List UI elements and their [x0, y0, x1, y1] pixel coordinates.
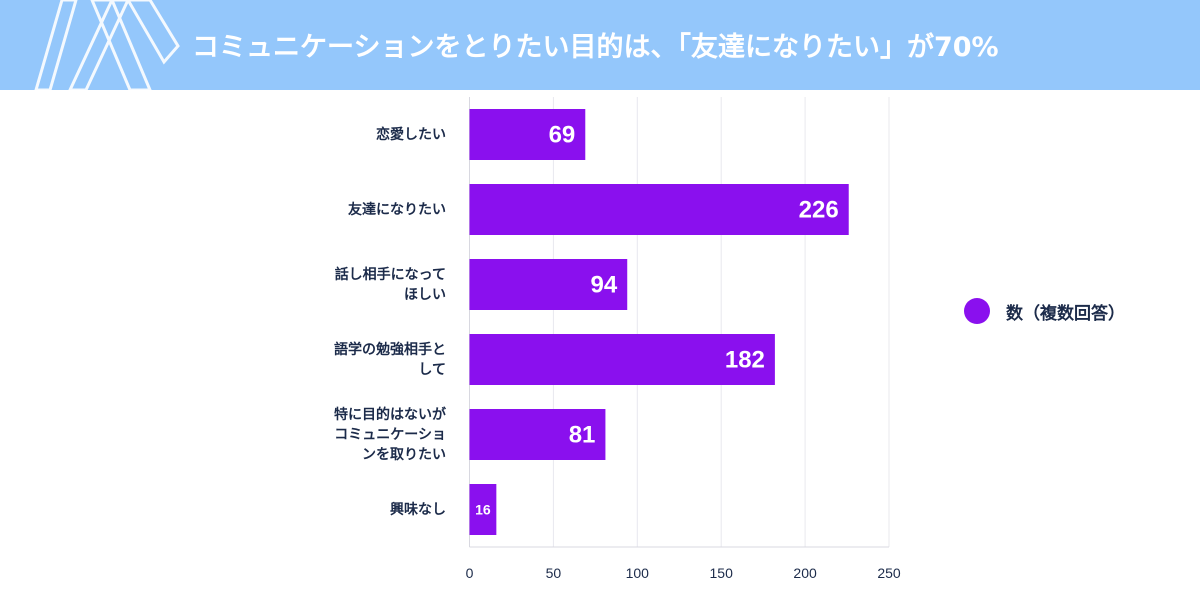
category-label: 話し相手になって ほしい [334, 266, 446, 303]
bar [469, 409, 606, 460]
x-tick-label: 150 [710, 565, 734, 581]
gridlines [469, 97, 890, 548]
category-label: 興味なし [390, 501, 446, 518]
x-tick-label: 200 [793, 565, 817, 581]
legend-marker [964, 298, 990, 324]
bar-value-label: 94 [591, 272, 618, 299]
bar [469, 259, 628, 310]
x-axis-ticks: 0 50 100 150 200 250 [466, 565, 901, 581]
page-title: コミュニケーションをとりたい目的は、「友達になりたい」が70% [192, 32, 999, 63]
bar-value-label: 182 [725, 347, 765, 374]
bar [469, 184, 849, 235]
bar [469, 334, 775, 385]
bar-value-label: 69 [549, 122, 576, 149]
bar [469, 484, 497, 535]
category-label: 語学の勉強相手と して [334, 341, 446, 378]
bar-value-label: 81 [569, 422, 596, 449]
bar-value-label: 16 [475, 502, 491, 518]
category-label: 特に目的はないが コミュニケーショ ンを取りたい [334, 406, 446, 463]
bar-value-label: 226 [799, 197, 839, 224]
x-tick-label: 0 [466, 565, 474, 581]
category-label: 恋愛したい [376, 126, 446, 143]
legend-label: 数（複数回答） [1006, 303, 1125, 324]
x-tick-label: 100 [626, 565, 650, 581]
bar [469, 109, 586, 160]
x-logo-icon [34, 0, 180, 90]
bars: 69 226 94 182 81 16 [469, 109, 849, 535]
x-tick-label: 250 [877, 565, 901, 581]
category-label: 友達になりたい [348, 201, 446, 218]
header-banner: コミュニケーションをとりたい目的は、「友達になりたい」が70% [0, 0, 1200, 90]
x-tick-label: 50 [546, 565, 562, 581]
legend: 数（複数回答） [964, 298, 1125, 324]
bar-chart: 69 226 94 182 81 16 0 50 100 150 200 250 [466, 97, 901, 581]
